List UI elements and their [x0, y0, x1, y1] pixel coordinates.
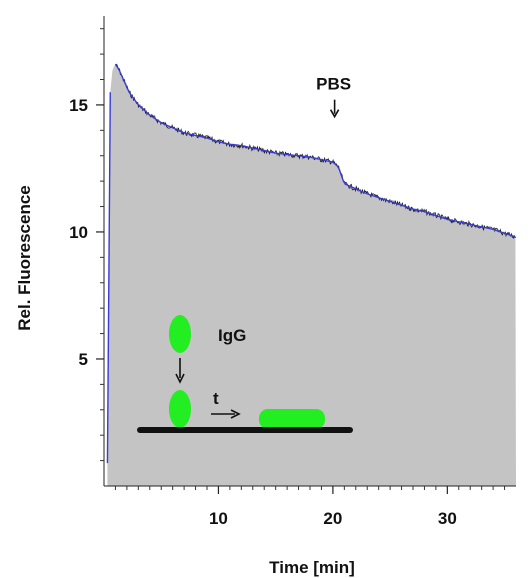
x-tick-label: 30: [438, 509, 457, 528]
igg-molecule-icon: [169, 315, 191, 353]
y-tick-label: 5: [79, 350, 88, 369]
x-tick-label: 20: [323, 509, 342, 528]
y-axis-title: Rel. Fluorescence: [15, 185, 34, 331]
y-tick-label: 10: [69, 223, 88, 242]
bound-igg-icon: [169, 390, 191, 428]
igg-label: IgG: [218, 326, 246, 345]
surface-bar: [137, 427, 353, 433]
pbs-arrow-icon: [331, 100, 339, 117]
pbs-annotation: PBS: [316, 75, 351, 94]
y-tick-label: 15: [69, 96, 88, 115]
x-axis-title: Time [min]: [269, 558, 355, 577]
x-tick-label: 10: [209, 509, 228, 528]
flattened-igg-icon: [259, 409, 325, 429]
time-label: t: [213, 389, 219, 408]
